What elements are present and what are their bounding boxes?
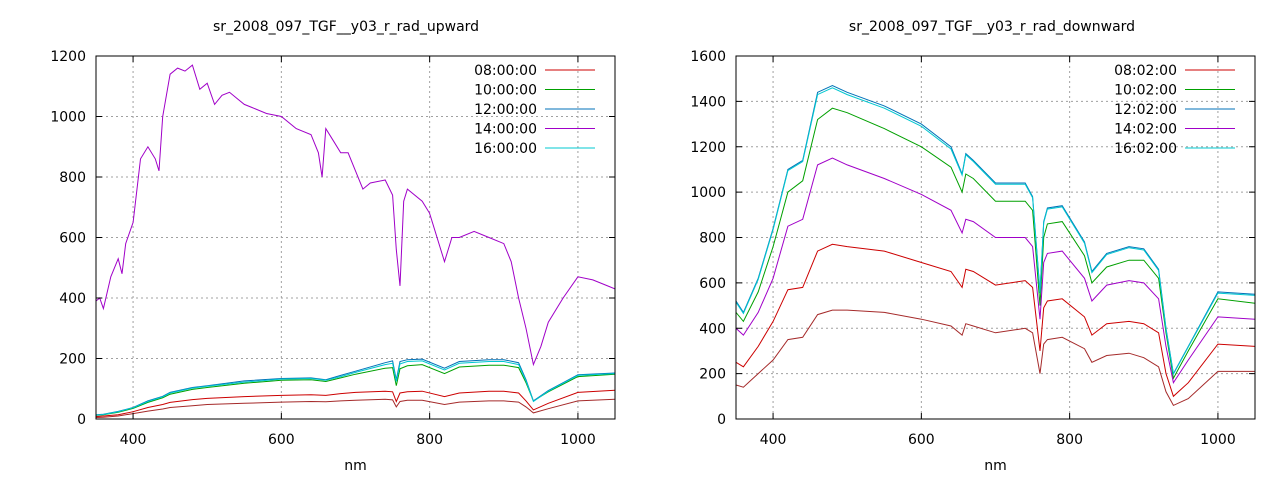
series-line-3	[736, 107, 1255, 380]
legend-label: 12:02:00	[1114, 102, 1177, 118]
legend-label: 12:00:00	[474, 102, 537, 118]
y-tick-label: 400	[699, 321, 726, 337]
series-line-4	[96, 358, 615, 416]
x-axis-label: nm	[344, 458, 367, 474]
y-tick-label: 1000	[50, 110, 86, 126]
legend-label: 10:00:00	[474, 83, 537, 99]
y-tick-label: 1200	[690, 140, 726, 156]
y-tick-label: 0	[77, 412, 86, 428]
chart-title: sr_2008_097_TGF__y03_r_rad_upward	[213, 19, 479, 35]
legend-label: 16:02:00	[1114, 141, 1177, 157]
series-line-1	[736, 309, 1255, 407]
series-line-6	[736, 87, 1255, 376]
x-tick-label: 1000	[560, 432, 596, 448]
legend-label: 14:00:00	[474, 122, 537, 138]
y-tick-label: 800	[59, 170, 86, 186]
legend-label: 10:02:00	[1114, 83, 1177, 99]
x-tick-label: 400	[120, 432, 147, 448]
legend-label: 08:02:00	[1114, 63, 1177, 79]
chart-title: sr_2008_097_TGF__y03_r_rad_downward	[849, 19, 1135, 35]
y-tick-label: 400	[59, 291, 86, 307]
x-tick-label: 800	[416, 432, 443, 448]
chart-1: sr_2008_097_TGF__y03_r_rad_upward 400 600 8…	[50, 19, 616, 474]
x-tick-label: 600	[268, 432, 295, 448]
series-line-5	[96, 64, 615, 367]
x-axis-label: nm	[984, 458, 1007, 474]
series-line-5	[736, 157, 1255, 384]
y-tick-label: 600	[699, 276, 726, 292]
y-tick-label: 1400	[690, 94, 726, 110]
series-line-1	[96, 398, 615, 418]
chart-2: sr_2008_097_TGF__y03_r_rad_downward 400 60…	[690, 19, 1256, 474]
series-line-4	[736, 84, 1255, 376]
y-tick-label: 1200	[50, 49, 86, 65]
series-line-6	[96, 360, 615, 416]
series-line-2	[736, 243, 1255, 398]
y-tick-label: 200	[59, 352, 86, 368]
series-line-3	[96, 364, 615, 416]
x-tick-label: 800	[1056, 432, 1083, 448]
y-tick-label: 800	[699, 231, 726, 247]
x-tick-label: 400	[760, 432, 787, 448]
y-tick-label: 1600	[690, 49, 726, 65]
legend-label: 14:02:00	[1114, 122, 1177, 138]
y-tick-label: 0	[717, 412, 726, 428]
y-tick-label: 1000	[690, 185, 726, 201]
legend: 08:00:00 10:00:00 12:00:00 14:00:00 16:00:00	[474, 63, 595, 157]
legend-label: 08:00:00	[474, 63, 537, 79]
y-tick-label: 600	[59, 231, 86, 247]
x-tick-label: 1000	[1200, 432, 1236, 448]
x-tick-label: 600	[908, 432, 935, 448]
y-tick-label: 200	[699, 367, 726, 383]
legend-label: 16:00:00	[474, 141, 537, 157]
series-line-2	[96, 389, 615, 418]
legend: 08:02:00 10:02:00 12:02:00 14:02:00 16:02:00	[1114, 63, 1235, 157]
